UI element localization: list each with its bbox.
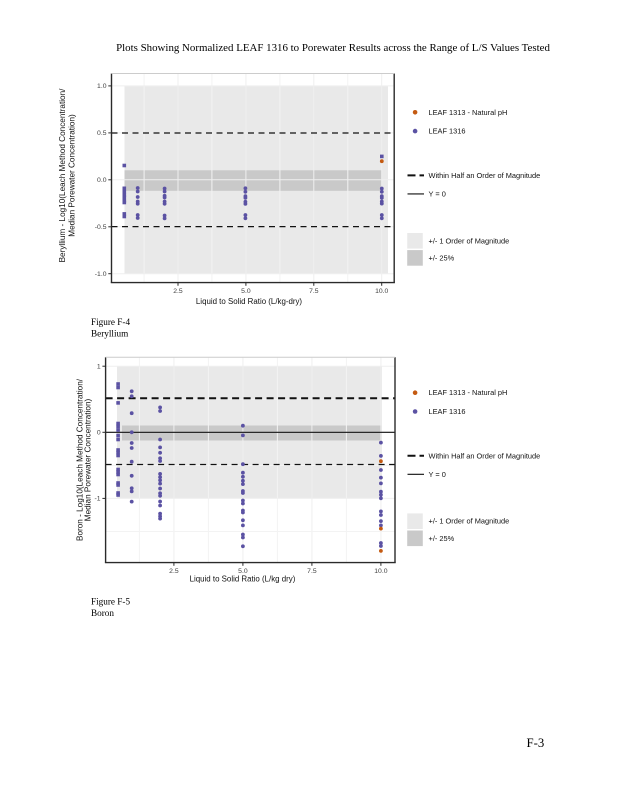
svg-text:LEAF 1316: LEAF 1316 [429,407,466,416]
svg-text:Boron - Log10(Leach Method Con: Boron - Log10(Leach Method Concentration… [76,378,85,541]
svg-text:-1.0: -1.0 [95,271,107,278]
svg-text:Within Half an Order of Magnit: Within Half an Order of Magnitude [429,171,541,180]
svg-text:LEAF 1313 - Natural pH: LEAF 1313 - Natural pH [429,108,508,117]
svg-text:7.5: 7.5 [309,288,319,295]
svg-text:Y = 0: Y = 0 [429,189,446,198]
svg-text:Beryllium: Beryllium [91,329,128,339]
svg-text:F-3: F-3 [527,736,545,750]
svg-text:Median Porewater Concentration: Median Porewater Concentration) [84,399,93,522]
svg-text:Plots Showing Normalized LEAF: Plots Showing Normalized LEAF 1316 to Po… [116,42,550,54]
svg-text:-0.5: -0.5 [95,224,107,231]
svg-text:Beryllium - Log10(Leach Method: Beryllium - Log10(Leach Method Concentra… [58,88,67,263]
svg-text:10.0: 10.0 [375,288,388,295]
svg-text:10.0: 10.0 [374,568,387,575]
svg-text:Median Porewater Concentration: Median Porewater Concentration) [68,114,77,237]
svg-text:5.0: 5.0 [241,288,251,295]
svg-text:Boron: Boron [91,608,114,618]
svg-text:+/- 25%: +/- 25% [429,534,455,543]
svg-text:Liquid to Solid Ratio (L/kg-dr: Liquid to Solid Ratio (L/kg-dry) [196,297,303,306]
svg-text:LEAF 1313 - Natural pH: LEAF 1313 - Natural pH [429,388,508,397]
svg-text:Figure F-4: Figure F-4 [91,317,130,327]
svg-text:5.0: 5.0 [238,568,248,575]
svg-text:7.5: 7.5 [307,568,317,575]
svg-text:Figure F-5: Figure F-5 [91,597,130,607]
svg-text:-1: -1 [95,496,101,503]
svg-text:1.0: 1.0 [97,83,107,90]
svg-text:2.5: 2.5 [173,288,183,295]
svg-text:+/- 25%: +/- 25% [429,253,455,262]
svg-text:0.5: 0.5 [97,130,107,137]
svg-text:Y = 0: Y = 0 [429,470,446,479]
svg-text:Liquid to Solid Ratio (L/kg dr: Liquid to Solid Ratio (L/kg dry) [190,575,296,584]
svg-text:1: 1 [97,364,101,371]
svg-text:0: 0 [97,430,101,437]
svg-text:+/- 1 Order of Magnitude: +/- 1 Order of Magnitude [429,236,510,245]
svg-text:LEAF 1316: LEAF 1316 [429,127,466,136]
svg-text:0.0: 0.0 [97,177,107,184]
svg-text:+/- 1 Order of Magnitude: +/- 1 Order of Magnitude [429,517,510,526]
svg-text:2.5: 2.5 [169,568,179,575]
svg-text:Within Half an Order of Magnit: Within Half an Order of Magnitude [429,451,541,460]
